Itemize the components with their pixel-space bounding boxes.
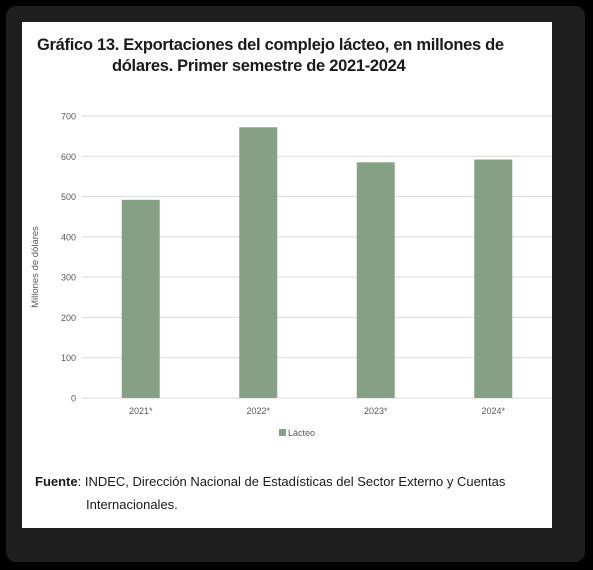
y-tick-label: 300 (61, 273, 76, 283)
y-tick-label: 0 (71, 394, 76, 404)
y-tick-label: 400 (61, 232, 76, 242)
chart-card: Gráfico 13. Exportaciones del complejo l… (22, 22, 552, 528)
bar (356, 162, 395, 398)
bar-chart: 0 100 200 300 400 500 600 700 Millones de dólare… (30, 112, 552, 438)
x-tick-label: 2021* (129, 406, 153, 416)
bar (474, 159, 513, 398)
source-note: Fuente: INDEC, Dirección Nacional de Est… (35, 470, 540, 516)
legend-swatch (279, 429, 286, 436)
title-line2: dólares. Primer semestre de 2021-2024 (112, 57, 406, 75)
y-tick-label: 700 (61, 112, 76, 122)
x-tick-label: 2024* (481, 406, 505, 416)
source-text-1: : INDEC, Dirección Nacional de Estadísti… (77, 474, 506, 489)
x-tick-label: 2022* (246, 406, 270, 416)
legend-label: Lácteo (288, 428, 315, 438)
title-label: Gráfico 13. (37, 36, 119, 54)
y-tick-label: 100 (61, 353, 76, 363)
source-text-2: Internacionales. (86, 497, 178, 512)
bar (121, 199, 160, 398)
chart-title: Gráfico 13. Exportaciones del complejo l… (37, 35, 542, 77)
source-label: Fuente (35, 474, 78, 489)
title-line1: Exportaciones del complejo lácteo, en mi… (123, 36, 504, 54)
y-tick-label: 500 (61, 192, 76, 202)
y-tick-label: 600 (61, 152, 76, 162)
y-axis-title: Millones de dólares (30, 226, 41, 308)
y-tick-label: 200 (61, 313, 76, 323)
x-tick-label: 2023* (364, 406, 388, 416)
bar (239, 127, 278, 398)
